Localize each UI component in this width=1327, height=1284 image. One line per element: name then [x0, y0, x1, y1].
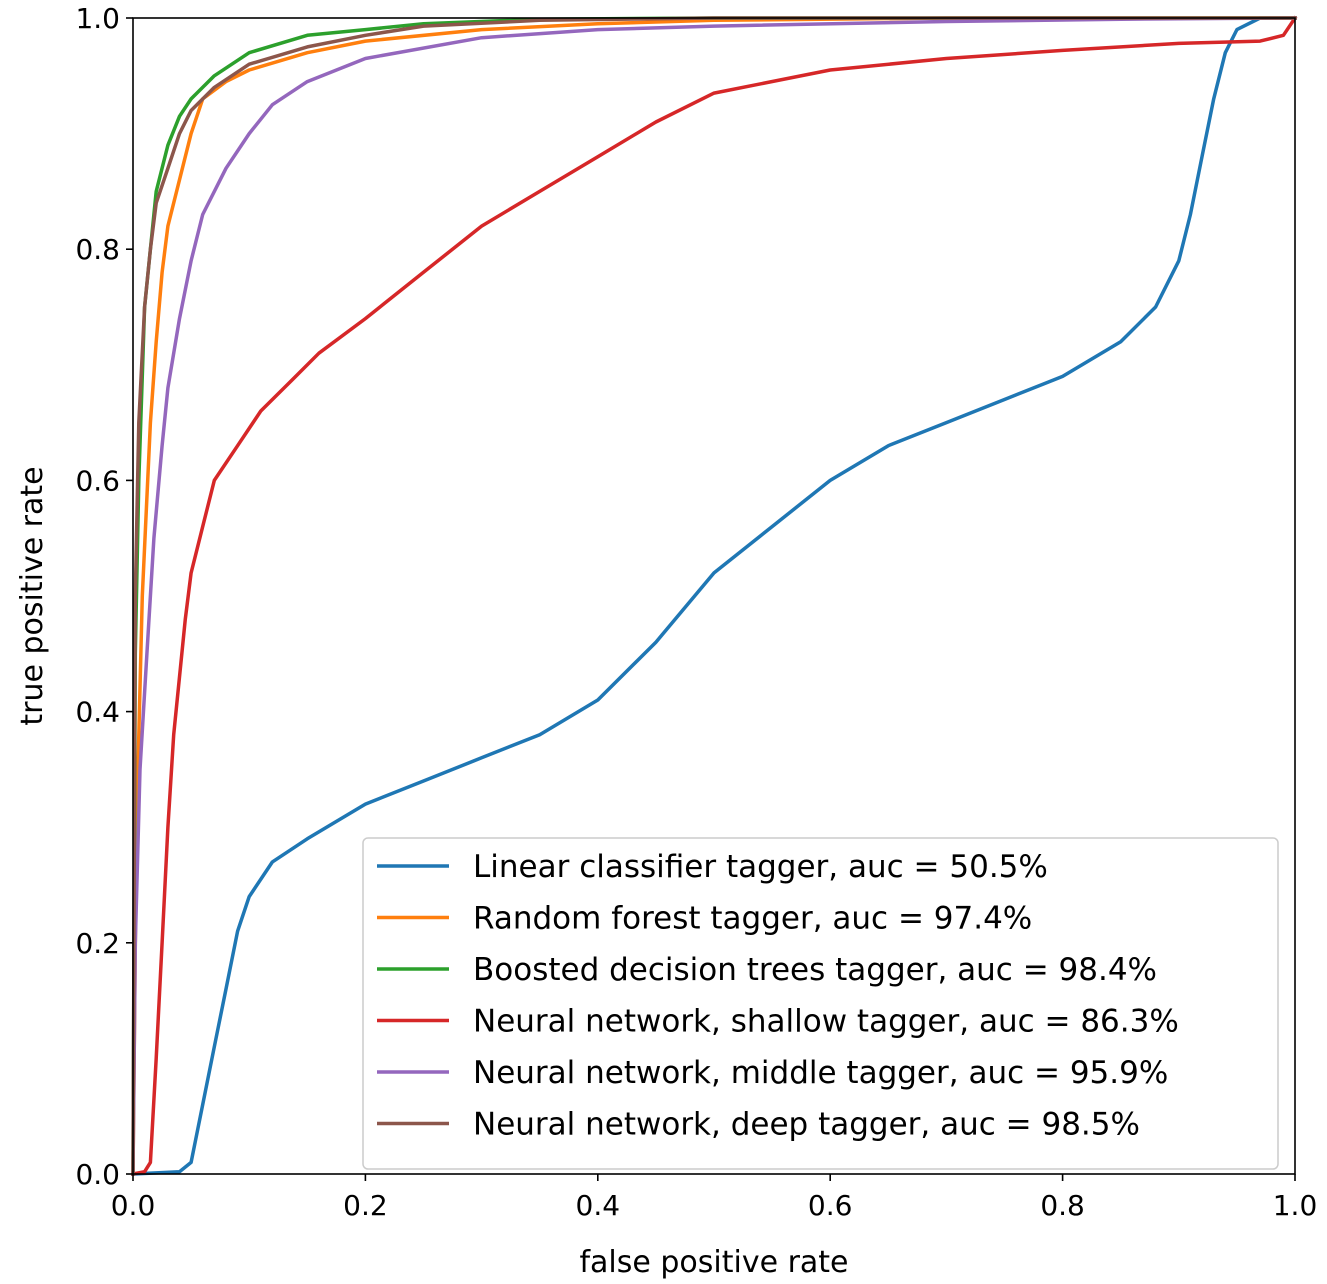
series-line-5	[131, 16, 1297, 1176]
y-tick-label: 0.8	[75, 233, 120, 266]
x-tick-label: 0.4	[576, 1189, 621, 1222]
x-tick-label: 0.2	[343, 1189, 388, 1222]
x-tick-label: 0.8	[1040, 1189, 1085, 1222]
x-tick-label: 0.6	[808, 1189, 853, 1222]
legend-entry-2: Boosted decision trees tagger, auc = 98.…	[473, 952, 1157, 988]
y-tick-label: 0.6	[75, 464, 120, 497]
y-tick-label: 1.0	[75, 2, 120, 35]
plot-frame	[132, 17, 1296, 1175]
legend: Linear classifier tagger, auc = 50.5% Ran…	[362, 837, 1279, 1170]
legend-entry-5: Neural network, deep tagger, auc = 98.5%	[473, 1107, 1140, 1143]
y-axis-label: true positive rate	[15, 466, 50, 725]
x-tick-label: 1.0	[1273, 1189, 1318, 1222]
legend-box	[362, 837, 1279, 1170]
legend-entry-3: Neural network, shallow tagger, auc = 86…	[473, 1004, 1179, 1040]
y-tick-label: 0.4	[75, 696, 120, 729]
series-line-4	[131, 16, 1297, 1176]
legend-entry-1: Random forest tagger, auc = 97.4%	[473, 901, 1032, 937]
plot-area	[130, 15, 1298, 1177]
y-tick-label: 0.0	[75, 1158, 120, 1191]
legend-entry-0: Linear classifier tagger, auc = 50.5%	[473, 849, 1048, 885]
axis-ticks: 0.0 0.2 0.4 0.6 0.8 1.0 0.0 0.2 0.4 0.6 0.8 1.0	[75, 2, 1317, 1222]
x-tick-label: 0.0	[111, 1189, 156, 1222]
legend-entry-4: Neural network, middle tagger, auc = 95.…	[473, 1055, 1168, 1091]
x-axis-label: false positive rate	[579, 1245, 848, 1280]
series-line-0	[131, 16, 1297, 1176]
series-line-3	[130, 15, 1298, 1177]
y-tick-label: 0.2	[75, 927, 120, 960]
